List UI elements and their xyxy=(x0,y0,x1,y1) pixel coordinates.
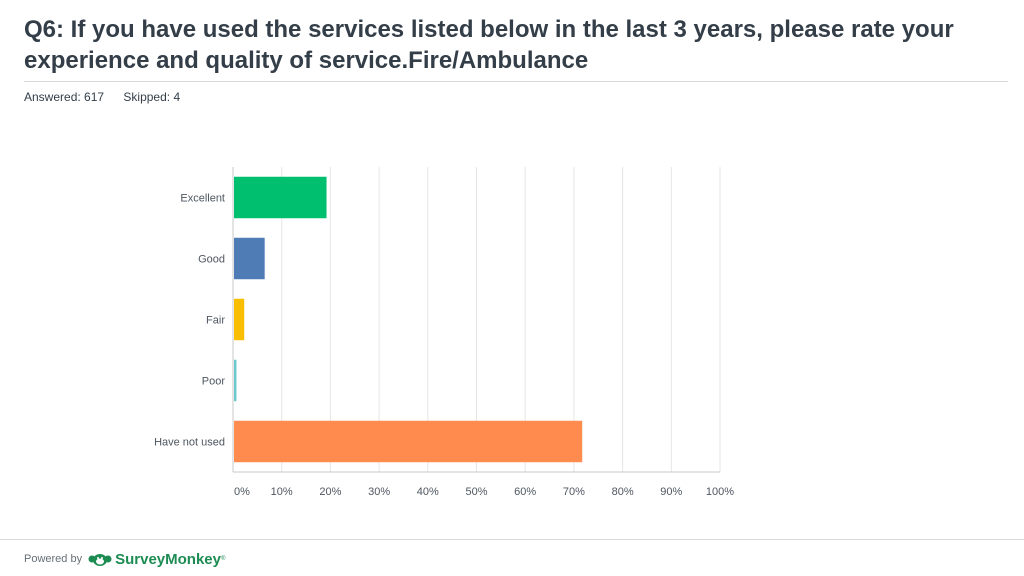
trademark-symbol: ® xyxy=(220,556,226,562)
bar-have-not-used[interactable] xyxy=(234,420,583,463)
category-label: Poor xyxy=(202,376,226,388)
category-label: Good xyxy=(198,254,225,266)
bar-fair[interactable] xyxy=(234,298,245,341)
bars xyxy=(234,176,583,463)
response-stats: Answered: 617 Skipped: 4 xyxy=(24,90,196,104)
category-label: Have not used xyxy=(154,437,225,449)
axes xyxy=(232,167,720,473)
brand-name: SurveyMonkey xyxy=(115,550,221,568)
skipped-count: Skipped: 4 xyxy=(123,90,181,104)
category-label: Excellent xyxy=(180,193,225,205)
x-tick-label: 80% xyxy=(612,486,634,498)
footer: Powered by SurveyMonkey ® xyxy=(24,548,225,570)
x-tick-label: 0% xyxy=(234,486,250,498)
x-tick-label: 90% xyxy=(660,486,682,498)
x-tick-label: 20% xyxy=(319,486,341,498)
x-tick-label: 30% xyxy=(368,486,390,498)
bar-poor[interactable] xyxy=(234,359,237,402)
monkey-logo-icon xyxy=(88,554,112,566)
bar-good[interactable] xyxy=(234,237,265,280)
x-tick-label: 70% xyxy=(563,486,585,498)
x-tick-label: 60% xyxy=(514,486,536,498)
category-label: Fair xyxy=(206,315,225,327)
answered-count: Answered: 617 xyxy=(24,90,105,104)
x-tick-label: 10% xyxy=(271,486,293,498)
x-tick-label: 50% xyxy=(465,486,487,498)
x-tick-label: 40% xyxy=(417,486,439,498)
bar-excellent[interactable] xyxy=(234,176,327,219)
title-divider xyxy=(24,81,1008,82)
footer-divider xyxy=(0,539,1024,540)
powered-by-text: Powered by xyxy=(24,553,83,565)
question-title: Q6: If you have used the services listed… xyxy=(24,16,954,74)
surveymonkey-logo[interactable]: SurveyMonkey ® xyxy=(88,551,225,568)
labels: 0% 10% 20% 30% 40% 50% 60% 70% 80% 90% 100% Excelle… xyxy=(154,193,734,499)
x-tick-label: 100% xyxy=(706,486,734,498)
